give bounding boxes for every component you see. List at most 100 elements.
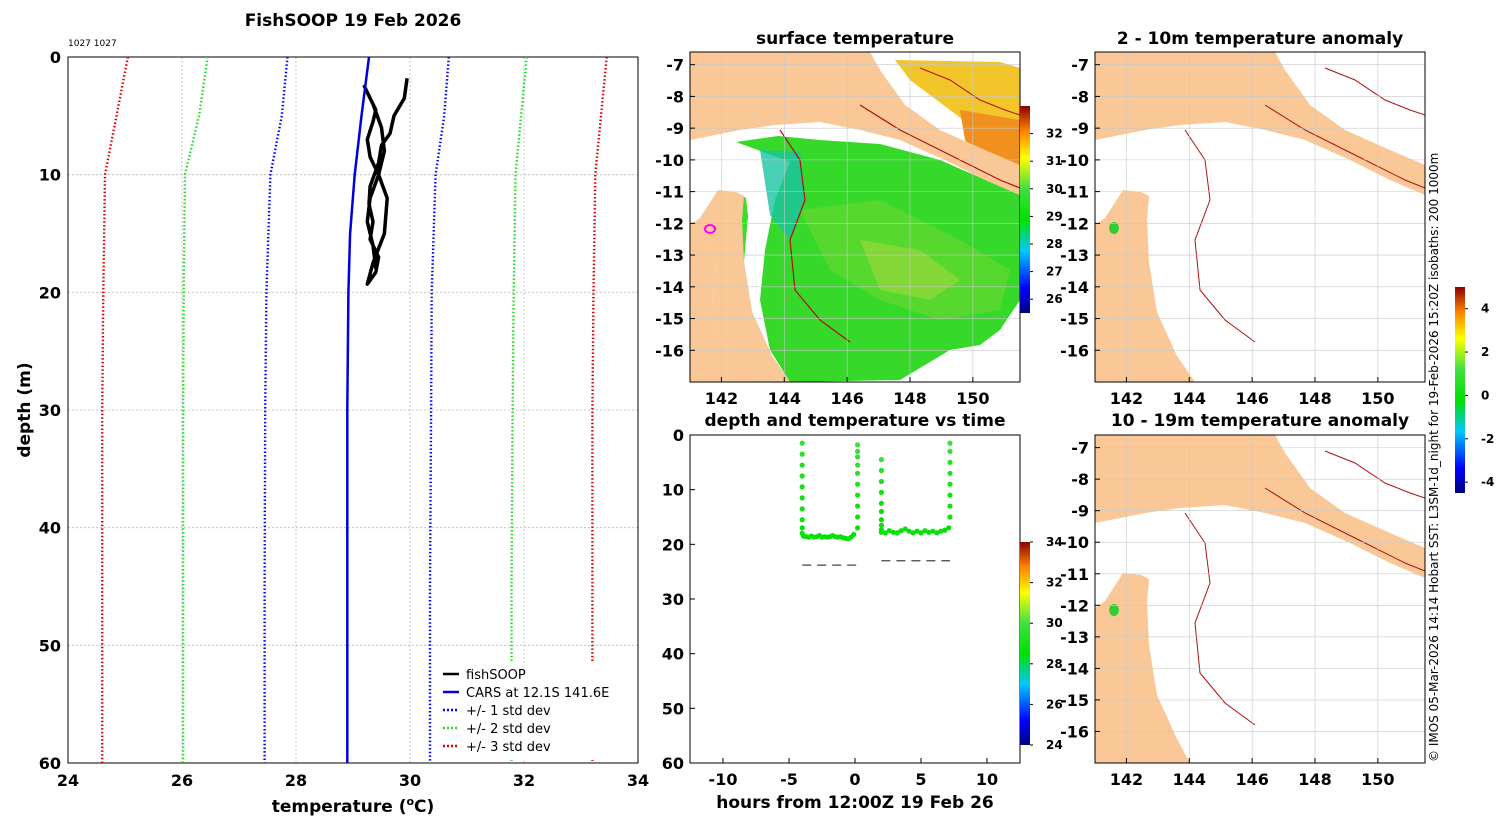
timeseries-point [855, 525, 861, 531]
surface-map-title: surface temperature [756, 29, 954, 49]
timeseries-point [942, 527, 948, 533]
anomaly-10-19m-x-ticks: 142 144 146 148 150 [1110, 758, 1395, 789]
timeseries-x-tick-label: 0 [849, 770, 860, 789]
timeseries-point [878, 489, 885, 495]
anomaly-2-10m-land-australia [1095, 190, 1195, 382]
profile-series-cars-at-12-1s-141-6e [346, 56, 371, 763]
surface-colorbar-tick-label: 27 [1046, 265, 1063, 279]
timeseries-point [799, 506, 805, 512]
timeseries-colorbar-tick-label: 30 [1046, 616, 1063, 630]
anomaly-2-10m-land-png [1095, 52, 1425, 195]
anomaly-10-19m-frame [1094, 434, 1426, 764]
anomaly-10-19m-land-png [1095, 435, 1425, 578]
anomaly-2-10m-y-ticks: -7 -8 -9 -10 -11 -12 -13 -14 -15 -16 [1060, 56, 1100, 360]
timeseries-y-tick-label: 10 [662, 481, 684, 500]
profile-y-tick-label: 0 [50, 48, 61, 67]
profile-xlabel-end: C) [414, 797, 434, 817]
timeseries-point [878, 522, 885, 528]
timeseries-point [855, 462, 861, 468]
anomaly-2-10m-y-tick-label: -10 [1060, 151, 1089, 170]
anomaly-2-10m-x-tick-label: 142 [1110, 389, 1143, 408]
legend-entry-std2: +/- 2 std dev [466, 722, 551, 737]
anomaly-10-19m-isobath-200 [1184, 512, 1256, 726]
timeseries-point [914, 528, 920, 534]
profile-subtitle: 1027 1027 [68, 39, 117, 49]
timeseries-title: depth and temperature vs time [705, 411, 1006, 431]
anomaly-colorbar-ticks: 4 2 0 -2 -4 [1465, 302, 1494, 489]
surface-y-tick-label: -9 [666, 119, 684, 138]
profile-series--3-std-dev [591, 56, 608, 763]
timeseries-y-tick-label: 0 [673, 426, 684, 445]
anomaly-colorbar-tick-label: 4 [1481, 302, 1489, 316]
anomaly-10-19m-isobath-png [1264, 487, 1425, 572]
anomaly-2-10m-map: 2 - 10m temperature anomaly 142 144 146 148… [1060, 29, 1426, 408]
timeseries-point [906, 528, 912, 534]
profile-y-tick-label: 30 [39, 401, 61, 420]
timeseries-point [799, 525, 805, 531]
profile-xlabel-sup: o [406, 795, 414, 808]
surface-x-ticks: 142 144 146 148 150 [705, 377, 990, 408]
anomaly-2-10m-y-tick-label: -14 [1060, 278, 1089, 297]
anomaly-2-10m-x-tick-label: 150 [1361, 389, 1394, 408]
timeseries-point [855, 454, 861, 460]
timeseries-point [799, 517, 805, 523]
timeseries-point [878, 467, 885, 474]
anomaly-10-19m-isobath-gulf [1324, 450, 1425, 499]
profile-series-fishsoop [362, 77, 409, 286]
timeseries-colorbar-tick-label: 26 [1046, 697, 1063, 711]
surface-colorbar-tick-label: 32 [1046, 127, 1063, 141]
profile-title: FishSOOP 19 Feb 2026 [245, 11, 462, 31]
surface-x-tick-label: 144 [768, 389, 801, 408]
timeseries-point [922, 528, 928, 534]
timeseries-point [947, 514, 953, 520]
surface-colorbar-tick-label: 31 [1046, 154, 1063, 168]
legend-entry-std1: +/- 1 std dev [466, 704, 551, 719]
surface-y-tick-label: -10 [655, 151, 684, 170]
profile-xlabel-main: temperature ( [272, 797, 407, 817]
timeseries-point [947, 481, 953, 487]
anomaly-2-10m-isobath-png [1264, 104, 1425, 189]
surface-vessel-marker [704, 224, 716, 234]
surface-map-area [690, 52, 1020, 382]
profile-x-tick-label: 24 [57, 771, 79, 790]
profile-xlabel: temperature (oC) [272, 795, 435, 817]
timeseries-y-tick-label: 50 [662, 699, 684, 718]
anomaly-10-19m-y-tick-label: -14 [1060, 659, 1089, 678]
anomaly-10-19m-x-tick-label: 146 [1235, 770, 1268, 789]
anomaly-2-10m-y-tick-label: -7 [1071, 56, 1089, 75]
timeseries-point [851, 531, 857, 538]
anomaly-10-19m-profile-marker [1109, 604, 1119, 616]
timeseries-point [799, 484, 805, 490]
surface-colorbar-tick-label: 29 [1046, 209, 1063, 223]
timeseries-point [878, 529, 885, 535]
surface-x-tick-label: 148 [893, 389, 926, 408]
surface-temperature-map: surface temperature 142 144 146 148 150 -7 -8… [655, 29, 1063, 408]
surface-y-ticks: -7 -8 -9 -10 -11 -12 -13 -14 -15 -16 [655, 56, 695, 360]
surface-isobath-gulf [919, 67, 1020, 116]
surface-x-tick-label: 142 [705, 389, 738, 408]
timeseries-point [799, 473, 805, 479]
timeseries-colorbar-ticks: 34 32 30 28 26 24 [1030, 535, 1063, 752]
anomaly-10-19m-land-australia [1095, 573, 1190, 763]
timeseries-point [947, 459, 953, 465]
surface-x-tick-label: 146 [830, 389, 863, 408]
profile-y-tick-label: 50 [39, 636, 61, 655]
timeseries-point [947, 448, 953, 454]
anomaly-10-19m-y-tick-label: -12 [1060, 596, 1089, 615]
legend-entry-cars: CARS at 12.1S 141.6E [466, 686, 609, 701]
timeseries-point [878, 508, 885, 515]
surface-y-tick-label: -11 [655, 183, 684, 202]
timeseries-point [882, 530, 889, 536]
timeseries-xlabel: hours from 12:00Z 19 Feb 26 [716, 793, 994, 813]
timeseries-point [855, 514, 861, 520]
anomaly-2-10m-y-tick-label: -12 [1060, 214, 1089, 233]
timeseries-point [890, 529, 896, 535]
surface-colorbar [1020, 106, 1030, 313]
anomaly-2-10m-isobath-gulf [1324, 67, 1425, 116]
profile-gridlines [67, 56, 639, 764]
timeseries-point [878, 457, 885, 463]
surface-y-tick-label: -8 [666, 87, 684, 106]
anomaly-10-19m-y-tick-label: -8 [1071, 470, 1089, 489]
timeseries-point [947, 492, 953, 498]
